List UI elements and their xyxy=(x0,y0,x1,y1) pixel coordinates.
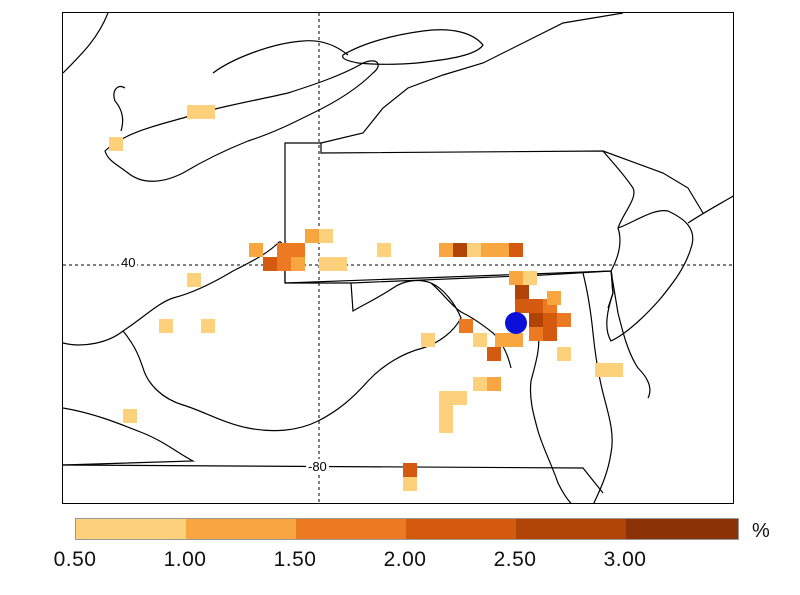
concentration-cell xyxy=(201,105,215,119)
concentration-cell xyxy=(557,347,571,361)
lake-erie-outline xyxy=(104,60,379,182)
concentration-cell xyxy=(187,105,201,119)
concentration-cell xyxy=(515,299,529,313)
lake-huron-outline xyxy=(63,13,109,74)
concentration-cell xyxy=(459,319,473,333)
concentration-cell xyxy=(473,377,487,391)
concentration-cell xyxy=(543,313,557,327)
concentration-cell xyxy=(467,243,481,257)
map-boundaries xyxy=(63,13,733,503)
concentration-cell xyxy=(439,243,453,257)
ontario-shore xyxy=(212,40,349,74)
west-virginia-outline xyxy=(122,279,462,432)
concentration-cell xyxy=(109,137,123,151)
legend-tick-1: 0.50 xyxy=(53,548,97,571)
legend-tick-4: 2.00 xyxy=(383,548,427,571)
legend-tick-6: 3.00 xyxy=(603,548,647,571)
ohio-river xyxy=(63,241,286,346)
concentration-cell xyxy=(263,257,277,271)
legend-tick-5: 2.50 xyxy=(493,548,537,571)
legend-tick-2: 1.00 xyxy=(163,548,207,571)
concentration-cell xyxy=(523,271,537,285)
concentration-cell xyxy=(249,243,263,257)
legend-swatch-6 xyxy=(626,519,738,539)
concentration-cell xyxy=(377,243,391,257)
pennsylvania-border xyxy=(284,142,635,284)
concentration-cell xyxy=(595,363,609,377)
concentration-cell xyxy=(529,299,543,313)
concentration-cell xyxy=(609,363,623,377)
legend-swatch-3 xyxy=(296,519,406,539)
concentration-cell xyxy=(453,391,467,405)
concentration-cell xyxy=(319,229,333,243)
concentration-cell xyxy=(529,327,543,341)
concentration-cell xyxy=(487,347,501,361)
map-canvas xyxy=(63,13,733,503)
virginia-kentucky-border xyxy=(63,407,196,466)
nc-va-border xyxy=(63,464,604,494)
concentration-cell xyxy=(487,377,501,391)
concentration-cell xyxy=(557,313,571,327)
concentration-cell xyxy=(509,333,523,347)
concentration-cell xyxy=(509,271,523,285)
concentration-cell xyxy=(547,291,561,305)
concentration-cell xyxy=(495,243,509,257)
detroit-river xyxy=(113,85,126,132)
longitude-label: -80 xyxy=(306,459,329,474)
concentration-cell xyxy=(403,477,417,491)
concentration-cell xyxy=(277,243,291,257)
long-island-outline xyxy=(687,195,733,224)
potomac-river xyxy=(430,282,512,369)
concentration-cell xyxy=(543,327,557,341)
concentration-cell xyxy=(159,319,173,333)
new-york-outline xyxy=(320,13,704,214)
concentration-cell xyxy=(515,285,529,299)
latitude-label: 40 xyxy=(119,255,138,270)
concentration-cell xyxy=(187,273,201,287)
concentration-cell xyxy=(529,313,543,327)
concentration-cell xyxy=(291,257,305,271)
site-marker xyxy=(505,312,527,334)
legend-swatch-2 xyxy=(186,519,296,539)
concentration-cell xyxy=(305,229,319,243)
legend-tick-3: 1.50 xyxy=(273,548,317,571)
concentration-cell xyxy=(439,391,453,405)
delaware-bay xyxy=(610,270,651,399)
color-legend-bar xyxy=(75,518,739,540)
lake-ontario-outline xyxy=(342,29,484,65)
concentration-cell xyxy=(481,243,495,257)
legend-swatch-4 xyxy=(406,519,516,539)
concentration-cell xyxy=(123,409,137,423)
concentration-cell xyxy=(403,463,417,477)
concentration-cell xyxy=(333,257,347,271)
map-frame: 40 -80 xyxy=(62,12,734,504)
legend-swatch-1 xyxy=(76,519,186,539)
legend-swatch-5 xyxy=(516,519,626,539)
concentration-cells xyxy=(109,105,623,491)
concentration-cell xyxy=(439,405,453,419)
concentration-cell xyxy=(453,243,467,257)
concentration-cell xyxy=(421,333,435,347)
concentration-cell xyxy=(291,243,305,257)
concentration-cell xyxy=(509,243,523,257)
legend-unit-label: % xyxy=(752,520,770,542)
concentration-cell xyxy=(473,333,487,347)
concentration-cell xyxy=(319,257,333,271)
concentration-cell xyxy=(277,257,291,271)
concentration-cell xyxy=(439,419,453,433)
concentration-cell xyxy=(201,319,215,333)
delmarva-outline xyxy=(582,272,613,503)
concentration-cell xyxy=(495,333,509,347)
